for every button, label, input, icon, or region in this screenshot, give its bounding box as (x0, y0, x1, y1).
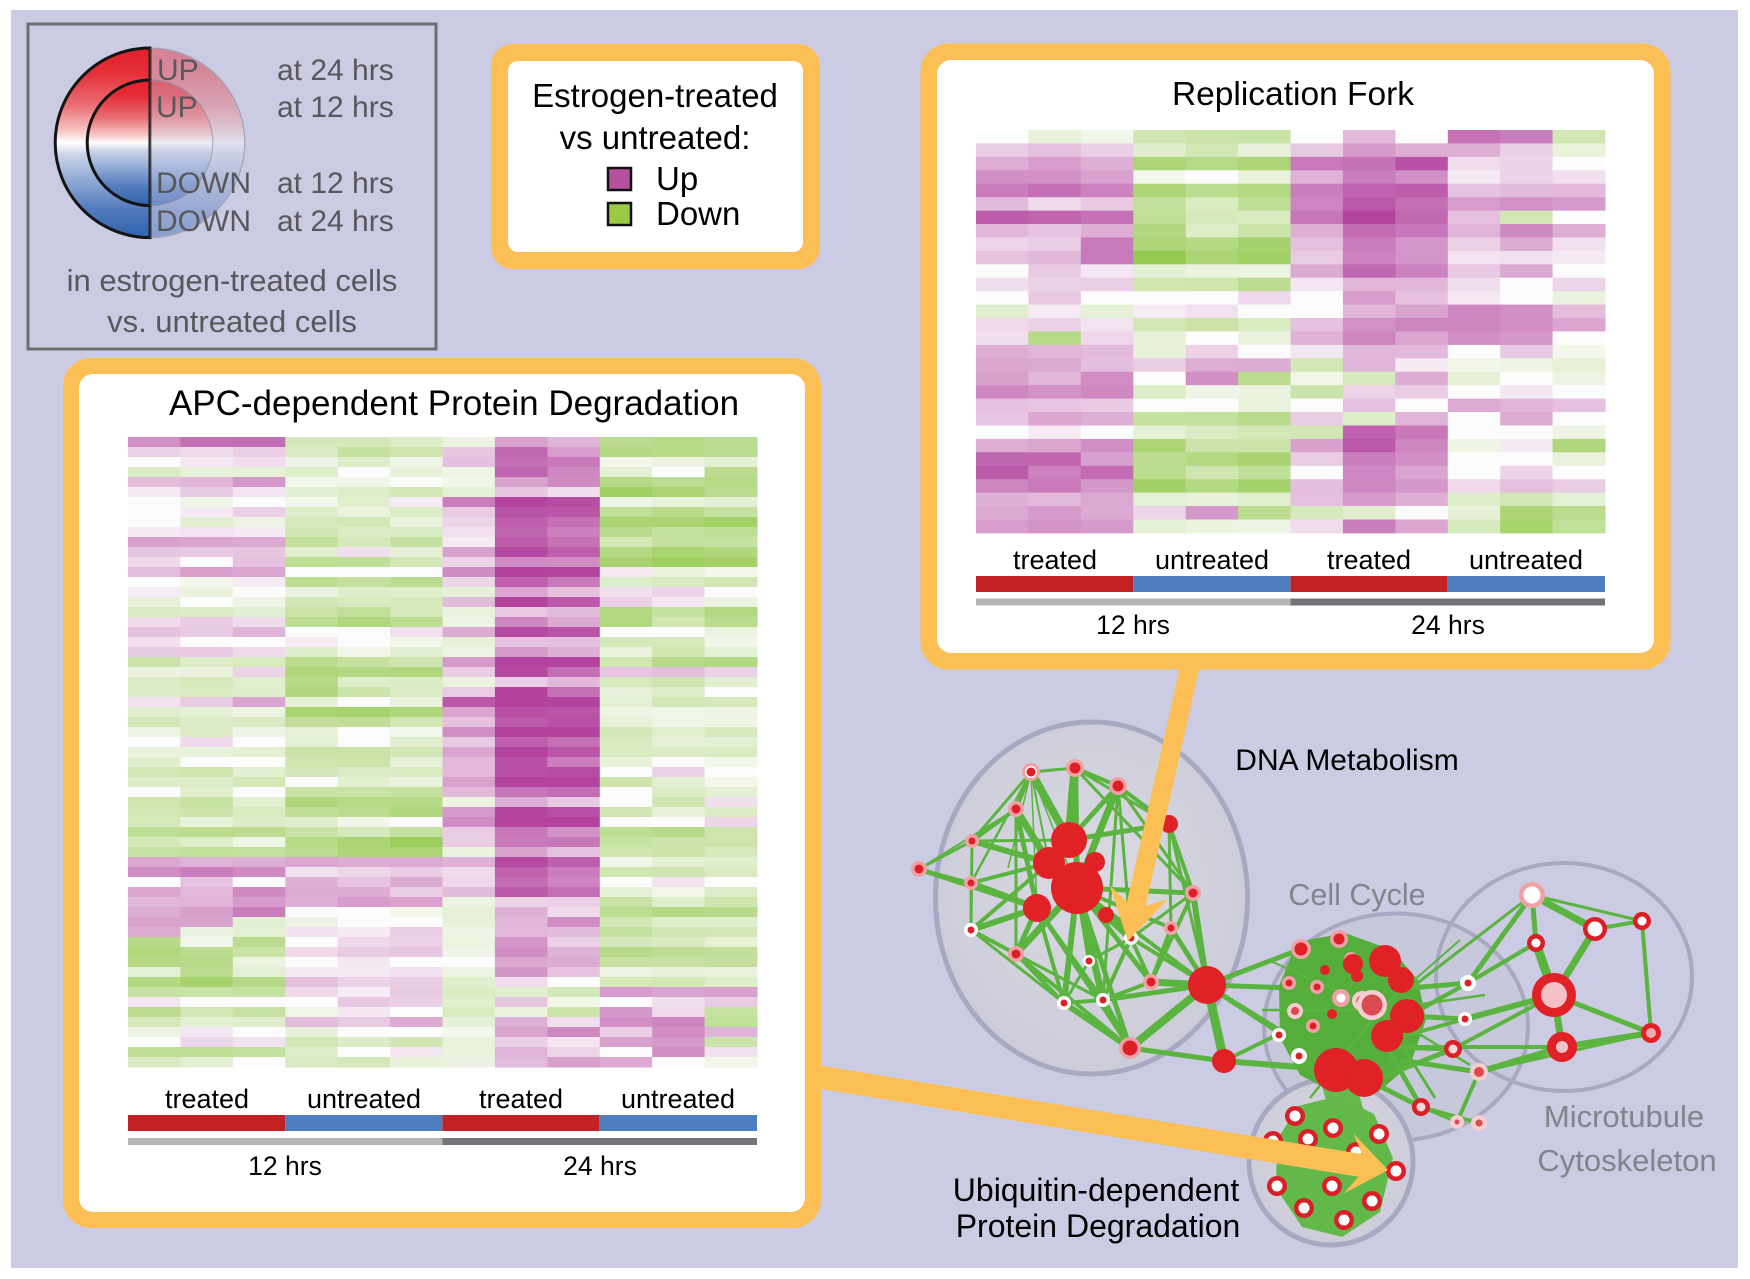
svg-text:at 24 hrs: at 24 hrs (277, 54, 394, 87)
svg-text:Cell Cycle: Cell Cycle (1288, 878, 1425, 912)
svg-text:12 hrs: 12 hrs (248, 1151, 322, 1181)
svg-text:Protein Degradation: Protein Degradation (956, 1208, 1241, 1244)
svg-text:vs untreated:: vs untreated: (560, 119, 751, 156)
svg-text:in estrogen-treated cells: in estrogen-treated cells (67, 263, 398, 298)
svg-text:Replication Fork: Replication Fork (1172, 76, 1414, 113)
svg-text:Down: Down (656, 195, 740, 232)
svg-text:treated: treated (1327, 545, 1411, 575)
svg-text:treated: treated (479, 1084, 563, 1114)
svg-text:untreated: untreated (1469, 545, 1583, 575)
svg-text:24 hrs: 24 hrs (1411, 610, 1485, 640)
svg-text:at 12 hrs: at 12 hrs (277, 91, 394, 124)
svg-text:UP: UP (157, 54, 199, 87)
svg-text:APC-dependent Protein Degradat: APC-dependent Protein Degradation (169, 384, 739, 423)
svg-text:treated: treated (165, 1084, 249, 1114)
svg-text:Estrogen-treated: Estrogen-treated (532, 77, 778, 114)
svg-text:Up: Up (656, 160, 698, 197)
svg-text:at 12 hrs: at 12 hrs (277, 167, 394, 200)
svg-text:untreated: untreated (307, 1084, 421, 1114)
svg-text:vs. untreated cells: vs. untreated cells (107, 304, 357, 339)
svg-text:DOWN: DOWN (156, 205, 251, 238)
svg-text:Microtubule: Microtubule (1544, 1099, 1704, 1134)
svg-text:DNA Metabolism: DNA Metabolism (1235, 744, 1458, 777)
svg-text:12 hrs: 12 hrs (1096, 610, 1170, 640)
svg-text:untreated: untreated (1155, 545, 1269, 575)
svg-text:DOWN: DOWN (156, 167, 251, 200)
svg-text:Cytoskeleton: Cytoskeleton (1537, 1143, 1716, 1178)
svg-text:untreated: untreated (621, 1084, 735, 1114)
svg-text:Ubiquitin-dependent: Ubiquitin-dependent (953, 1172, 1240, 1208)
svg-text:UP: UP (156, 91, 198, 124)
svg-text:24 hrs: 24 hrs (563, 1151, 637, 1181)
svg-text:treated: treated (1013, 545, 1097, 575)
svg-text:at 24 hrs: at 24 hrs (277, 205, 394, 238)
